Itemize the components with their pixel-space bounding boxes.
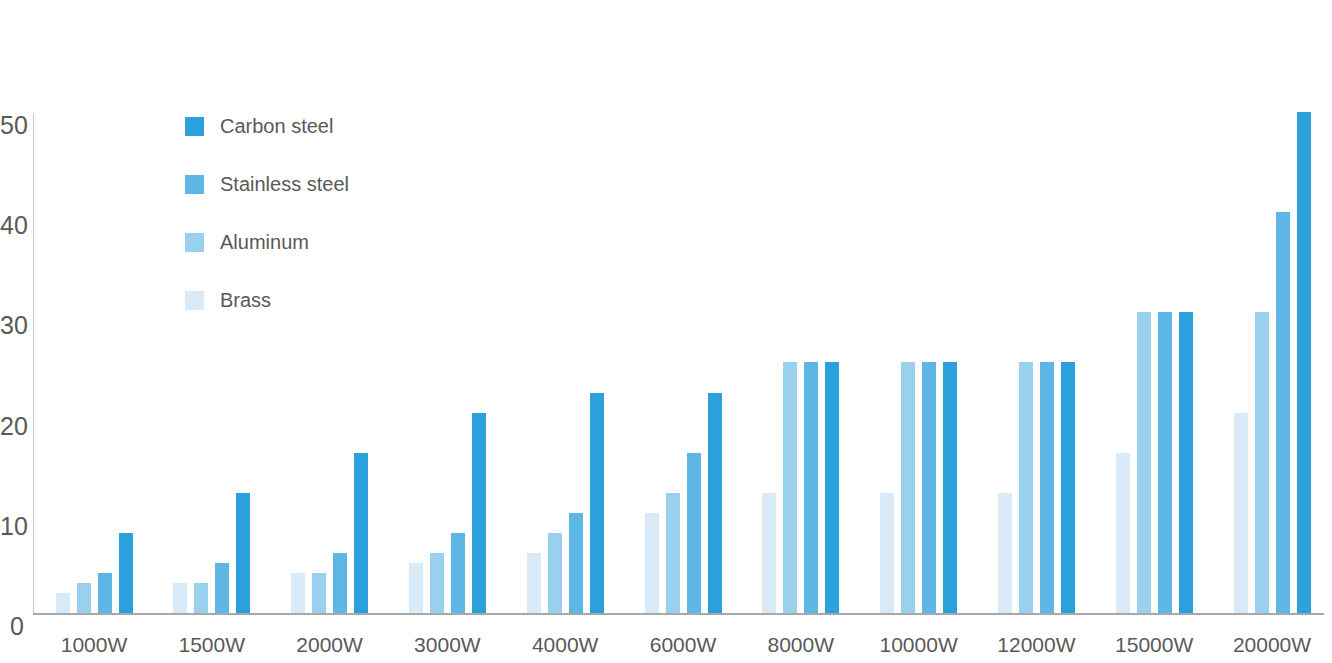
bar-group-3000w xyxy=(409,413,486,613)
x-axis-category-label: 1000W xyxy=(35,633,153,657)
y-axis-tick-label: 0 xyxy=(0,613,28,639)
legend: Carbon steel Stainless steel Aluminum Brass xyxy=(185,117,349,310)
bar-aluminum xyxy=(1137,312,1151,613)
bar-group-4000w xyxy=(527,393,604,613)
bar-group-12000w xyxy=(998,362,1075,613)
legend-swatch-aluminum xyxy=(185,233,204,252)
bar-carbon-steel xyxy=(1179,312,1193,613)
bar-aluminum xyxy=(1019,362,1033,613)
bar-aluminum xyxy=(430,553,444,613)
bar-stainless-steel xyxy=(215,563,229,613)
chart-canvas: 0 10 20 30 40 50 1000W1500W2000W3000W4000W600… xyxy=(0,0,1332,663)
legend-swatch-brass xyxy=(185,291,204,310)
bar-group-1500w xyxy=(173,493,250,613)
bar-aluminum xyxy=(548,533,562,613)
bar-stainless-steel xyxy=(687,453,701,613)
bar-brass xyxy=(409,563,423,613)
y-axis-tick-label: 30 xyxy=(0,312,28,338)
bar-aluminum xyxy=(194,583,208,613)
bar-stainless-steel xyxy=(1158,312,1172,613)
bar-stainless-steel xyxy=(98,573,112,613)
bar-brass xyxy=(645,513,659,613)
x-axis-category-label: 1500W xyxy=(153,633,271,657)
y-axis-tick-label: 50 xyxy=(0,112,28,138)
bar-carbon-steel xyxy=(1061,362,1075,613)
bar-group-1000w xyxy=(56,533,133,613)
x-axis-category-label: 3000W xyxy=(388,633,506,657)
bar-stainless-steel xyxy=(1040,362,1054,613)
legend-swatch-carbon-steel xyxy=(185,117,204,136)
x-axis-category-label: 4000W xyxy=(506,633,624,657)
bar-brass xyxy=(56,593,70,613)
bar-carbon-steel xyxy=(943,362,957,613)
bar-carbon-steel xyxy=(590,393,604,613)
x-axis-line xyxy=(33,613,1324,615)
bar-aluminum xyxy=(77,583,91,613)
y-axis-tick-label: 40 xyxy=(0,212,28,238)
x-axis-category-label: 2000W xyxy=(271,633,389,657)
bar-stainless-steel xyxy=(569,513,583,613)
x-axis-category-label: 6000W xyxy=(624,633,742,657)
legend-swatch-stainless-steel xyxy=(185,175,204,194)
bar-aluminum xyxy=(901,362,915,613)
bar-brass xyxy=(527,553,541,613)
legend-label: Carbon steel xyxy=(220,117,333,136)
bar-stainless-steel xyxy=(922,362,936,613)
bar-brass xyxy=(1116,453,1130,613)
y-axis-tick-label: 10 xyxy=(0,513,28,539)
y-axis-tick-label: 20 xyxy=(0,413,28,439)
bar-aluminum xyxy=(1255,312,1269,613)
legend-item-carbon-steel: Carbon steel xyxy=(185,117,349,136)
bar-brass xyxy=(880,493,894,613)
bar-brass xyxy=(173,583,187,613)
bar-group-10000w xyxy=(880,362,957,613)
bar-aluminum xyxy=(666,493,680,613)
bar-brass xyxy=(762,493,776,613)
bar-carbon-steel xyxy=(825,362,839,613)
bar-carbon-steel xyxy=(119,533,133,613)
x-axis-category-label: 12000W xyxy=(977,633,1095,657)
legend-label: Aluminum xyxy=(220,233,309,252)
bar-brass xyxy=(1234,413,1248,613)
bar-carbon-steel xyxy=(354,453,368,613)
bar-group-20000w xyxy=(1234,112,1311,613)
x-axis-category-label: 10000W xyxy=(860,633,978,657)
bar-stainless-steel xyxy=(451,533,465,613)
bar-aluminum xyxy=(312,573,326,613)
bar-stainless-steel xyxy=(333,553,347,613)
x-axis-category-label: 15000W xyxy=(1095,633,1213,657)
x-axis-category-label: 8000W xyxy=(742,633,860,657)
bar-carbon-steel xyxy=(236,493,250,613)
legend-item-brass: Brass xyxy=(185,291,349,310)
bar-carbon-steel xyxy=(472,413,486,613)
bar-stainless-steel xyxy=(1276,212,1290,613)
bar-group-2000w xyxy=(291,453,368,613)
bar-carbon-steel xyxy=(708,393,722,613)
x-axis-category-label: 20000W xyxy=(1213,633,1331,657)
bar-group-15000w xyxy=(1116,312,1193,613)
bar-carbon-steel xyxy=(1297,112,1311,613)
bar-group-6000w xyxy=(645,393,722,613)
legend-label: Stainless steel xyxy=(220,175,349,194)
legend-item-stainless-steel: Stainless steel xyxy=(185,175,349,194)
bar-brass xyxy=(998,493,1012,613)
bar-aluminum xyxy=(783,362,797,613)
bar-brass xyxy=(291,573,305,613)
bar-stainless-steel xyxy=(804,362,818,613)
legend-item-aluminum: Aluminum xyxy=(185,233,349,252)
legend-label: Brass xyxy=(220,291,271,310)
bar-group-8000w xyxy=(762,362,839,613)
